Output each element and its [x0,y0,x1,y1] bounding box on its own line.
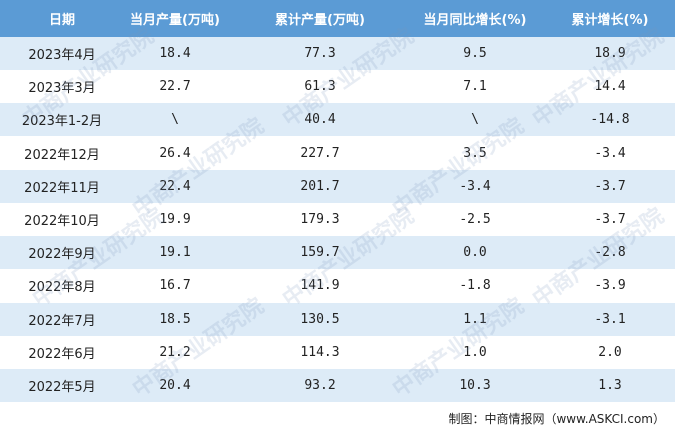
table-cell: 2023年4月 [28,48,96,63]
table-cell: 22.4 [159,178,191,194]
table-cell: 2023年3月 [28,81,96,97]
table-cell: 227.7 [300,145,340,161]
table-cell: 2022年5月 [28,380,96,395]
table-row: 2023年3月 22.7 61.3 7.1 14.4 [0,70,675,104]
table-row: 2022年9月 19.1 159.7 0.0 -2.8 [0,236,675,270]
table-cell: 2022年12月 [24,147,100,163]
table-cell: 0.0 [463,245,487,261]
table-cell: 201.7 [300,178,340,194]
table-row: 2022年6月 21.2 114.3 1.0 2.0 [0,335,675,369]
table-cell: 2022年6月 [28,346,96,362]
table-cell: 159.7 [300,245,340,261]
table-cell: -14.8 [590,112,630,128]
table-cell: 21.2 [159,344,191,360]
source-note: 制图：中商情报网（www.ASKCI.com） [448,412,665,426]
table-cell: -1.8 [459,278,491,294]
table-cell: -3.4 [594,145,626,161]
table-row: 2023年1-2月 \ 40.4 \ -14.8 [0,103,675,137]
table-cell: 1.1 [463,311,487,327]
table-cell: 9.5 [463,46,487,61]
table-cell: 2022年11月 [24,180,100,196]
table-cell: 130.5 [300,311,340,327]
table-row: 2022年5月 20.4 93.2 10.3 1.3 [0,369,675,402]
table-cell: 1.0 [463,344,487,360]
table-cell: 20.4 [159,378,191,393]
table-cell: -3.7 [594,178,626,194]
table-cell: 16.7 [159,278,191,294]
table-cell: -2.8 [594,245,626,261]
table-cell: 18.4 [159,46,191,61]
header-cell: 当月同比增长(%) [423,13,527,28]
table-row: 2022年7月 18.5 130.5 1.1 -3.1 [0,302,675,336]
table-cell: 2.0 [598,344,622,360]
table-cell: 1.3 [598,378,622,393]
table-cell: 93.2 [304,378,336,393]
table-cell: -3.1 [594,311,626,327]
table-cell: -3.7 [594,212,626,227]
table-cell: 2022年10月 [24,214,100,229]
table-cell: 179.3 [300,212,340,227]
table-cell: 2022年9月 [28,247,96,263]
table-row: 2023年4月 18.4 77.3 9.5 18.9 [0,37,675,70]
table-cell: 18.5 [159,311,191,327]
table-cell: 3.5 [463,145,487,161]
table-cell: 2023年1-2月 [21,114,103,130]
table-cell: 10.3 [459,378,491,393]
table-cell: 2022年8月 [28,280,96,296]
table-cell: 141.9 [300,278,340,294]
header-cell: 日期 [48,13,75,28]
table-cell: 77.3 [304,46,336,61]
table-cell: 40.4 [304,112,336,128]
table-cell: 7.1 [463,79,487,95]
table-row: 2022年10月 19.9 179.3 -2.5 -3.7 [0,203,675,236]
header-cell: 当月产量(万吨) [130,13,220,28]
table-cell: -3.9 [594,278,626,294]
table-row: 2022年11月 22.4 201.7 -3.4 -3.7 [0,169,675,203]
table-cell: \ [171,112,179,128]
table-cell: 26.4 [159,145,191,161]
table-row: 2022年12月 26.4 227.7 3.5 -3.4 [0,136,675,170]
table-cell: 18.9 [594,46,626,61]
table-row: 2022年8月 16.7 141.9 -1.8 -3.9 [0,269,675,303]
header-cell: 累计增长(%) [571,13,649,28]
table-cell: 114.3 [300,344,340,360]
table-cell: 61.3 [304,79,336,95]
table-cell: 14.4 [594,79,626,95]
table-cell: 22.7 [159,79,191,95]
table-cell: \ [471,112,479,128]
table-cell: -3.4 [459,178,491,194]
table-cell: 19.1 [159,245,191,261]
header-row: 日期 当月产量(万吨) 累计产量(万吨) 当月同比增长(%) 累计增长(%) [0,0,675,37]
table-cell: -2.5 [459,212,491,227]
header-cell: 累计产量(万吨) [275,13,365,28]
table-cell: 19.9 [159,212,191,227]
table-cell: 2022年7月 [28,313,96,329]
